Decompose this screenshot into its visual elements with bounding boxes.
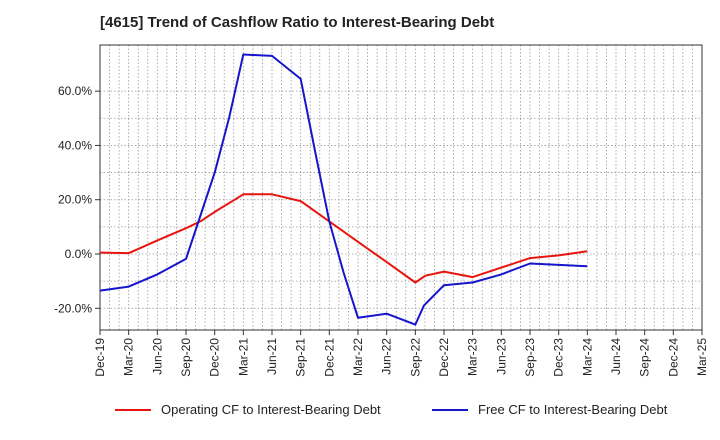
x-tick-label: Jun-21	[265, 338, 279, 375]
x-tick-label: Dec-19	[93, 338, 107, 377]
x-tick-label: Mar-20	[122, 338, 136, 376]
legend: Operating CF to Interest-Bearing Debt Fre…	[0, 402, 720, 428]
y-tick-label: 60.0%	[58, 84, 92, 98]
x-tick-label: Jun-22	[380, 338, 394, 375]
x-tick-label: Jun-24	[609, 338, 623, 375]
x-tick-label: Dec-22	[437, 338, 451, 377]
x-tick-label: Dec-21	[322, 338, 336, 377]
x-tick-label: Sep-24	[638, 338, 652, 377]
chart-plot: -20.0% 0.0% 20.0% 40.0% 60.0% Dec-19 Mar-20 Jun…	[54, 44, 709, 377]
x-tick-label: Sep-21	[294, 338, 308, 377]
x-tick-label: Dec-24	[666, 338, 680, 377]
y-tick-label: 0.0%	[65, 247, 93, 261]
legend-swatch	[432, 408, 468, 411]
x-tick-label: Jun-20	[150, 338, 164, 375]
legend-item-1: Operating CF to Interest-Bearing Debt	[115, 402, 381, 417]
legend-label: Operating CF to Interest-Bearing Debt	[161, 402, 381, 417]
x-tick-label: Mar-25	[695, 338, 709, 376]
x-tick-label: Dec-23	[552, 338, 566, 377]
x-tick-label: Mar-24	[580, 338, 594, 376]
y-tick-label: 20.0%	[58, 193, 92, 207]
y-tick-label: -20.0%	[54, 301, 92, 315]
x-tick-label: Mar-23	[466, 338, 480, 376]
x-tick-label: Sep-20	[179, 338, 193, 377]
plot-frame	[99, 44, 703, 331]
x-tick-label: Sep-23	[523, 338, 537, 377]
legend-swatch	[115, 408, 151, 411]
y-tick-label: 40.0%	[58, 138, 92, 152]
legend-item-2: Free CF to Interest-Bearing Debt	[432, 402, 667, 417]
legend-label: Free CF to Interest-Bearing Debt	[478, 402, 668, 417]
x-tick-label: Jun-23	[494, 338, 508, 375]
x-tick-label: Mar-22	[351, 338, 365, 376]
x-tick-label: Dec-20	[208, 338, 222, 377]
x-tick-label: Mar-21	[236, 338, 250, 376]
series-line-2	[99, 53, 588, 326]
x-tick-label: Sep-22	[408, 338, 422, 377]
chart-title: [4615] Trend of Cashflow Ratio to Intere…	[100, 14, 495, 31]
